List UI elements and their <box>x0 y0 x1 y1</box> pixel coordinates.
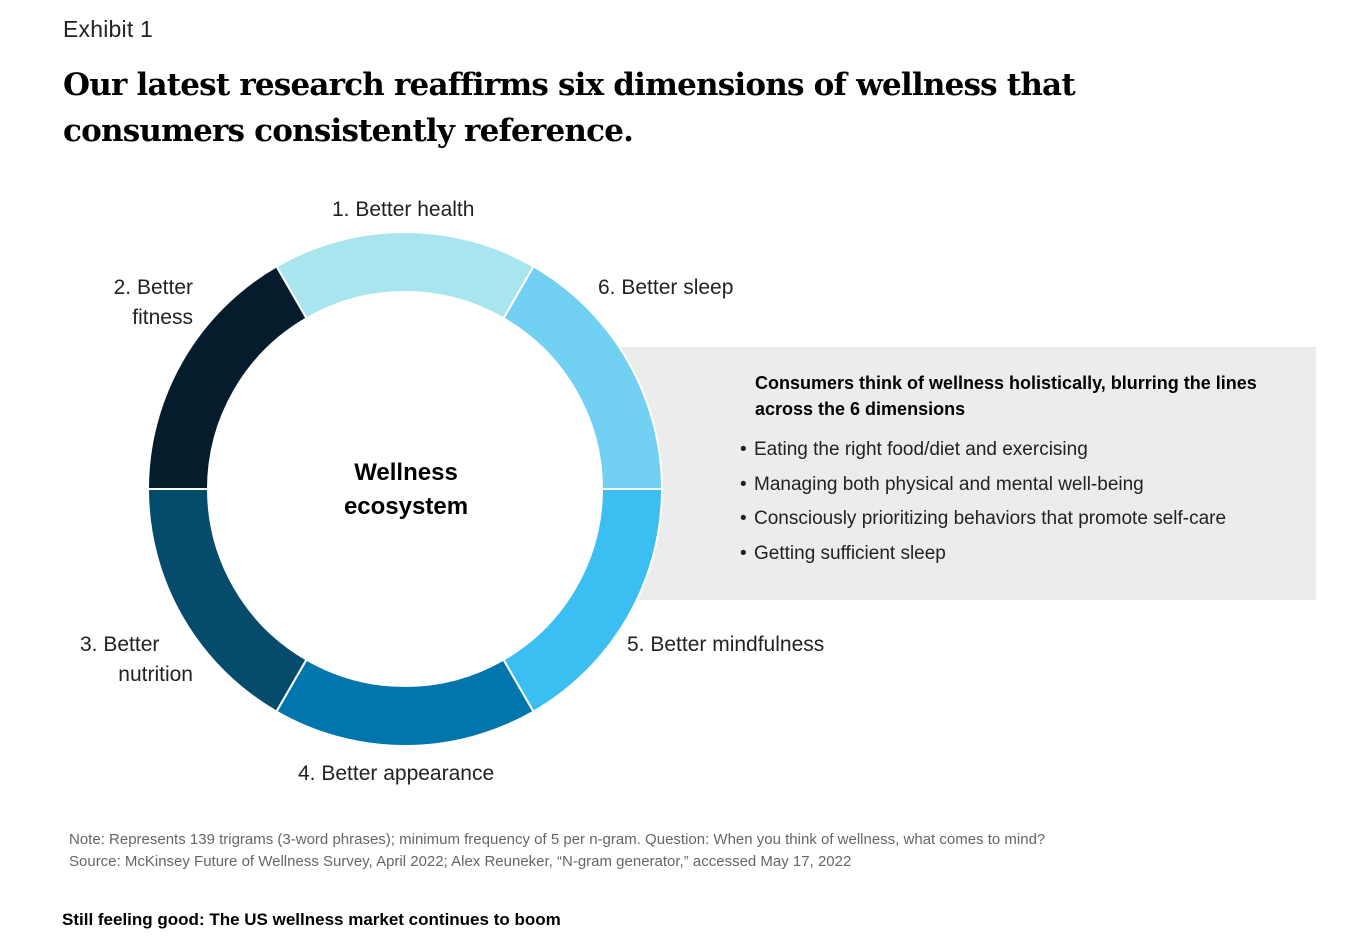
callout-bullet-text: Getting sufficient sleep <box>754 542 946 564</box>
callout-box: Consumers think of wellness holistically… <box>740 370 1300 576</box>
ring-segment-nutrition <box>146 488 308 713</box>
callout-bullet-item: • Eating the right food/diet and exercisi… <box>740 438 1300 462</box>
note-line: Note: Represents 139 trigrams (3-word ph… <box>69 831 1046 848</box>
center-label-line1: Wellness <box>354 459 458 486</box>
center-label: Wellness ecosystem <box>306 456 506 524</box>
ring-segment-fitness <box>146 265 308 490</box>
exhibit-label: Exhibit 1 <box>63 16 154 42</box>
segment-label-health: 1. Better health <box>332 198 475 221</box>
bullet-icon: • <box>740 439 747 460</box>
callout-bullet-text: Consciously prioritizing behaviors that … <box>754 508 1227 529</box>
segment-label-mindfulness: 5. Better mindfulness <box>627 633 825 656</box>
segment-label-sleep: 6. Better sleep <box>598 276 734 299</box>
callout-panel <box>612 347 1316 600</box>
callout-bullet-item: • Consciously prioritizing behaviors that… <box>740 507 1300 531</box>
segment-label-nutrition-line1: 3. Better <box>80 633 160 656</box>
footer-title: Still feeling good: The US wellness mark… <box>62 910 561 929</box>
bullet-icon: • <box>740 542 747 564</box>
callout-title: Consumers think of wellness holistically… <box>755 373 1257 419</box>
page-title: Our latest research reaffirms six dimens… <box>63 67 1076 149</box>
segment-label-nutrition-line2: nutrition <box>118 663 193 686</box>
note-block: Note: Represents 139 trigrams (3-word ph… <box>69 829 1045 873</box>
callout-bullet-list: • Eating the right food/diet and exercisi… <box>740 438 1300 566</box>
segment-label-appearance: 4. Better appearance <box>298 762 495 785</box>
center-label-line2: ecosystem <box>343 493 469 520</box>
callout-bullet-text: Eating the right food/diet and exercisin… <box>754 439 1088 460</box>
callout-bullet-item: • Getting sufficient sleep <box>740 542 1300 566</box>
ring-segment-sleep <box>502 265 664 490</box>
segment-label-fitness: 2. Better fitness <box>98 273 193 333</box>
source-line: Source: McKinsey Future of Wellness Surv… <box>69 853 852 870</box>
callout-bullet-item: • Managing both physical and mental well-… <box>740 473 1300 497</box>
segment-label-fitness-line1: 2. Better <box>113 276 193 299</box>
segment-label-nutrition: 3. Better nutrition <box>80 630 193 690</box>
ring-segment-appearance <box>275 658 535 747</box>
segment-label-fitness-line2: fitness <box>132 306 193 329</box>
ring-segment-health <box>275 231 535 320</box>
bullet-icon: • <box>740 508 747 529</box>
callout-bullet-text: Managing both physical and mental well-b… <box>754 473 1144 495</box>
bullet-icon: • <box>740 473 747 495</box>
ring-segment-mindfulness <box>502 488 664 713</box>
